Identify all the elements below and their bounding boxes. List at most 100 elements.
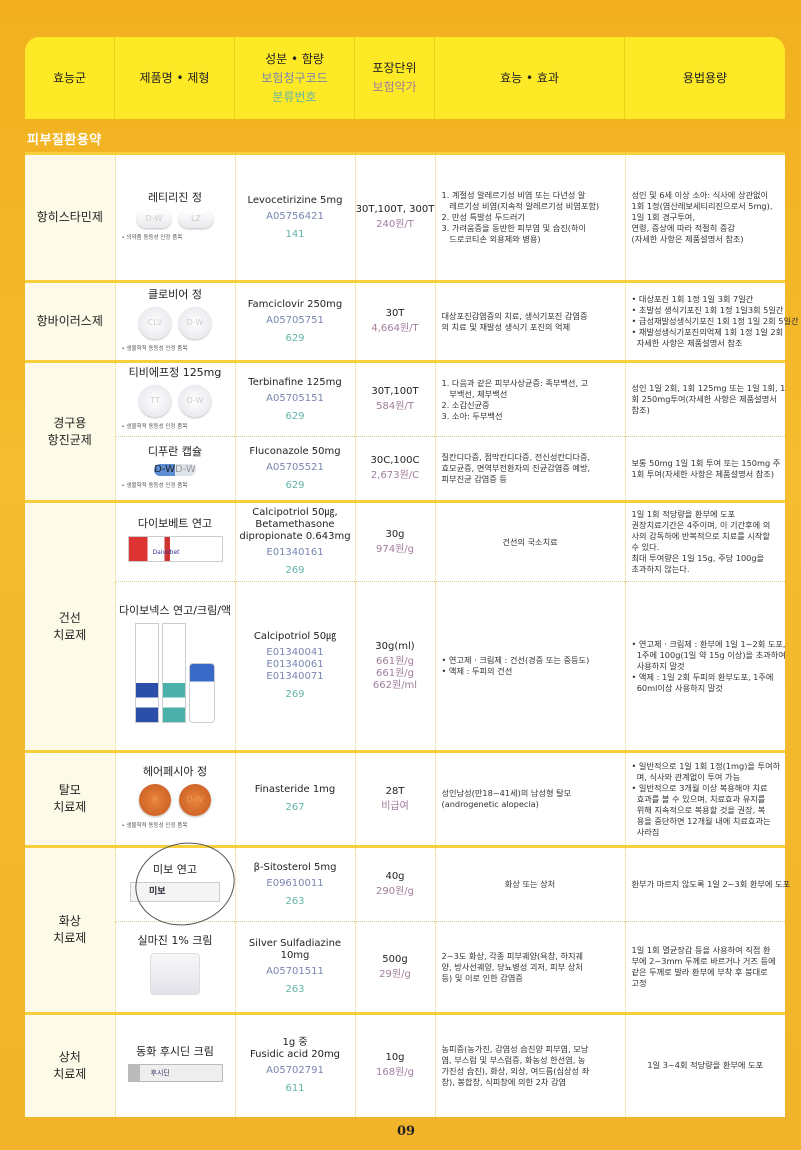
product-cell: 동화 후시딘 크림 후시딘 xyxy=(114,1012,235,1117)
product-image: TT D-W xyxy=(116,384,235,417)
product-image xyxy=(116,953,235,995)
efficacy-line: 2~3도 화상, 각종 피부궤양(욕창, 하지궤 xyxy=(441,950,584,961)
efficacy-group-cell: 경구용 항진균제 xyxy=(25,360,115,502)
dosage-line: (자세한 사항은 제품설명서 참조) xyxy=(631,234,744,244)
insurance-code: E09610011 xyxy=(266,877,324,889)
ingredient-cell: Calcipotriol 50㎍ E01340041 E01340061 E01340… xyxy=(234,581,355,752)
header-ingredient: 성분 • 함량 보험청구코드 분류번호 xyxy=(235,37,355,119)
capsule-image: D-W D-W xyxy=(154,463,196,476)
pill-imprint: D-W xyxy=(179,306,211,339)
dosage-line: • 재발성생식기포진의억제 1회 1정 1일 2회 xyxy=(631,327,784,337)
product-note: • 생물학적 동등성 인정 품목 xyxy=(121,345,188,352)
prices: 584원/T xyxy=(356,401,435,413)
efficacy-group-label: 항히스타민제 xyxy=(36,210,103,224)
insurance-codes: E09610011 xyxy=(236,878,355,890)
insurance-codes: A05702791 xyxy=(236,1065,355,1077)
dosage-line: 1주에 100g(1일 약 15g 이상)을 초과하여 xyxy=(631,649,786,660)
header-package: 포장단위 보험약가 xyxy=(355,37,435,119)
product-name: 디푸란 캡슐 xyxy=(147,444,203,458)
product-cell: 디푸란 캡슐 D-W D-W • 생물학적 동등성 인정 품목 xyxy=(114,436,235,502)
package-cell: 10g 168원/g xyxy=(354,1012,435,1117)
efficacy-group-label: 치료제 xyxy=(53,1066,87,1081)
insurance-price: 4,664원/T xyxy=(371,323,419,334)
dosage-line: 성인 및 6세 이상 소아: 식사에 상관없이 xyxy=(631,190,769,200)
class-number: 629 xyxy=(285,332,305,344)
header-label: 제품명 • 제형 xyxy=(139,70,210,85)
dosage-cell: 환부가 마르지 않도록 1일 2~3회 환부에 도포 xyxy=(624,845,790,922)
dosage-line: 사용하지 말것 xyxy=(631,660,685,671)
dosage-line: 자세한 사항은 제품설명서 참조 xyxy=(631,338,743,348)
package-unit: 40g xyxy=(385,871,405,882)
ingredient-text: Silver Sulfadiazine xyxy=(248,938,342,949)
package-unit: 28T xyxy=(385,785,405,797)
insurance-price: 240원/T xyxy=(376,219,414,230)
header-efficacy-group: 효능군 xyxy=(25,37,115,119)
ingredient-text: Fusidic acid 20mg xyxy=(249,1048,341,1060)
ingredient-text: Famciclovir 250mg xyxy=(247,298,343,310)
header-label: 효능 • 효과 xyxy=(500,70,559,85)
tube-image xyxy=(189,663,215,723)
product-name: 헤어페시아 정 xyxy=(142,765,208,778)
insurance-price: 584원/T xyxy=(376,401,414,412)
insurance-price: 29원/g xyxy=(379,968,411,980)
package-unit: 30C,100C xyxy=(370,455,420,466)
dosage-cell: 1일 3~4회 적당량을 환부에 도포 xyxy=(624,1012,785,1117)
header-product: 제품명 • 제형 xyxy=(115,37,235,119)
dosage-line: 고정 xyxy=(631,978,647,988)
dosage-line: 수 있다. xyxy=(631,542,660,552)
pill-imprint: 후시딘 xyxy=(127,1063,223,1082)
efficacy-line: 양, 방사선궤양, 당뇨병성 괴저, 피부 상처 xyxy=(441,961,583,972)
section-title: 피부질환용약 xyxy=(27,133,102,148)
package-unit: 500g xyxy=(382,953,408,965)
ingredient-text: Levocetirizine 5mg xyxy=(247,194,343,206)
efficacy-group-cell: 건선 치료제 xyxy=(25,500,115,752)
class-number: 267 xyxy=(285,802,305,813)
insurance-code: E01340071 xyxy=(266,671,324,682)
package-cell: 30T,100T 584원/T xyxy=(354,360,435,437)
package-unit: 30g(ml) xyxy=(375,640,415,652)
efficacy-cell: 2~3도 화상, 각종 피부궤양(욕창, 하지궤 양, 방사선궤양, 당뇨병성 괴… xyxy=(434,921,625,1014)
table-row: 탈모 치료제 헤어페시아 정 H D-W • 생물학적 동등성 인정 품목 Finaster… xyxy=(25,750,785,847)
product-name: 다이보베트 연고 xyxy=(137,517,213,530)
pill-imprint: D-W xyxy=(175,463,196,476)
efficacy-cell: 성인남성(만18~41세)의 남성형 탈모 (androgenetic alope… xyxy=(434,750,625,847)
package-unit: 30T,100T, 300T xyxy=(355,204,435,215)
efficacy-line: 성인남성(만18~41세)의 남성형 탈모 xyxy=(441,788,572,798)
pill-imprint: D-W xyxy=(179,384,211,417)
efficacy-group-cell: 탈모 치료제 xyxy=(25,750,115,847)
package-cell: 500g 29원/g xyxy=(354,921,435,1014)
class-number: 263 xyxy=(285,984,305,995)
insurance-price: 290원/g xyxy=(375,886,414,897)
drug-table: 항히스타민제 레티리진 정 D-W LZ • 의약품 동등성 인정 품목 Levoceti… xyxy=(25,152,799,1117)
table-row: 디푸란 캡슐 D-W D-W • 생물학적 동등성 인정 품목 Fluconazole … xyxy=(25,436,785,502)
efficacy-line: 등) 및 이로 인한 감염증 xyxy=(441,972,523,983)
product-image: 후시딘 xyxy=(116,1063,235,1082)
package-cell: 30C,100C 2,673원/C xyxy=(354,436,435,502)
insurance-code: E01340041 xyxy=(266,647,324,658)
insurance-code: A05701511 xyxy=(266,966,324,977)
dosage-cell: • 연고제 · 크림제 : 환부에 1일 1~2회 도포, 1주에 100g(1… xyxy=(624,581,786,752)
dosage-line: • 연고제 · 크림제 : 환부에 1일 1~2회 도포, xyxy=(631,638,786,649)
ingredient-text: Fluconazole 50mg xyxy=(249,445,341,457)
efficacy-line: 염, 부스럼 및 부스럼증, 화농성 한선염, 농 xyxy=(441,1054,586,1065)
ingredient-text: Terbinafine 125mg xyxy=(248,376,342,388)
insurance-price: 비급여 xyxy=(381,800,409,812)
dosage-line: • 액제 : 1일 2회 두피의 환부도포, 1주에 xyxy=(631,671,774,682)
header-label: 효능군 xyxy=(52,70,87,85)
tube-image xyxy=(135,623,159,723)
product-cell: 미보 연고 미보 xyxy=(114,845,235,922)
prices: 4,664원/T xyxy=(356,323,435,335)
ingredient-text: Calcipotriol 50㎍, xyxy=(252,507,338,518)
package-unit: 30g xyxy=(385,528,405,540)
package-cell: 28T 비급여 xyxy=(354,750,435,847)
insurance-price: 168원/g xyxy=(375,1067,414,1079)
prices: 2,673원/C xyxy=(356,470,435,482)
ingredient-cell: Finasteride 1mg 267 xyxy=(234,750,355,847)
header-dosage: 용법용량 xyxy=(625,37,785,119)
header-label: 성분 • 함량 xyxy=(265,51,324,66)
package-cell: 30T,100T, 300T 240원/T xyxy=(354,152,435,282)
efficacy-line: 부백선, 체부백선 xyxy=(441,388,508,399)
efficacy-line: 농피증(농가진, 감염성 습진양 피부염, 모낭 xyxy=(441,1043,589,1054)
efficacy-group-cell: 항바이러스제 xyxy=(25,280,115,362)
package-unit: 30T xyxy=(385,308,405,319)
